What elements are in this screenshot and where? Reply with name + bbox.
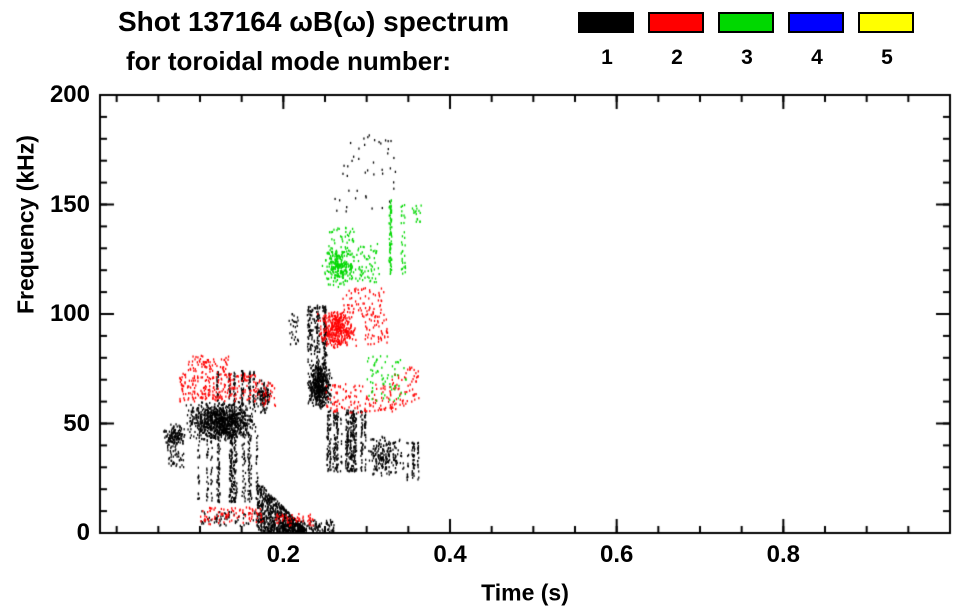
x-tick-label: 0.4 (433, 541, 467, 568)
legend-item-mode-4: 4 (788, 12, 846, 70)
legend-swatch-mode-2 (648, 12, 704, 33)
y-tick-label: 150 (49, 190, 90, 218)
x-axis-label: Time (s) (481, 579, 569, 606)
chart-title: Shot 137164 ωB(ω) spectrum (118, 6, 510, 37)
legend-label-mode-2: 2 (671, 46, 683, 69)
y-tick-label: 200 (49, 81, 90, 108)
y-tick-label: 100 (49, 300, 90, 327)
legend-label-mode-5: 5 (881, 46, 893, 69)
x-tick-label: 0.2 (266, 541, 301, 568)
legend-item-mode-1: 1 (578, 12, 636, 70)
y-tick-label: 0 (76, 519, 90, 546)
legend-label-mode-3: 3 (741, 46, 753, 69)
legend-swatch-mode-3 (718, 12, 774, 33)
legend-swatch-mode-5 (858, 12, 914, 33)
legend-swatch-mode-4 (788, 12, 844, 33)
legend-label-mode-4: 4 (811, 46, 823, 69)
legend-item-mode-5: 5 (858, 12, 916, 70)
legend-label-mode-1: 1 (601, 46, 613, 69)
legend-item-mode-3: 3 (718, 12, 776, 70)
chart-subtitle: for toroidal mode number: (126, 46, 451, 76)
legend-swatch-mode-1 (578, 12, 634, 33)
x-tick-label: 0.6 (599, 541, 634, 568)
y-tick-label: 50 (63, 409, 90, 437)
x-tick-label: 0.8 (766, 541, 801, 568)
legend: 1 2 3 4 5 (0, 0, 963, 90)
legend-item-mode-2: 2 (648, 12, 706, 70)
